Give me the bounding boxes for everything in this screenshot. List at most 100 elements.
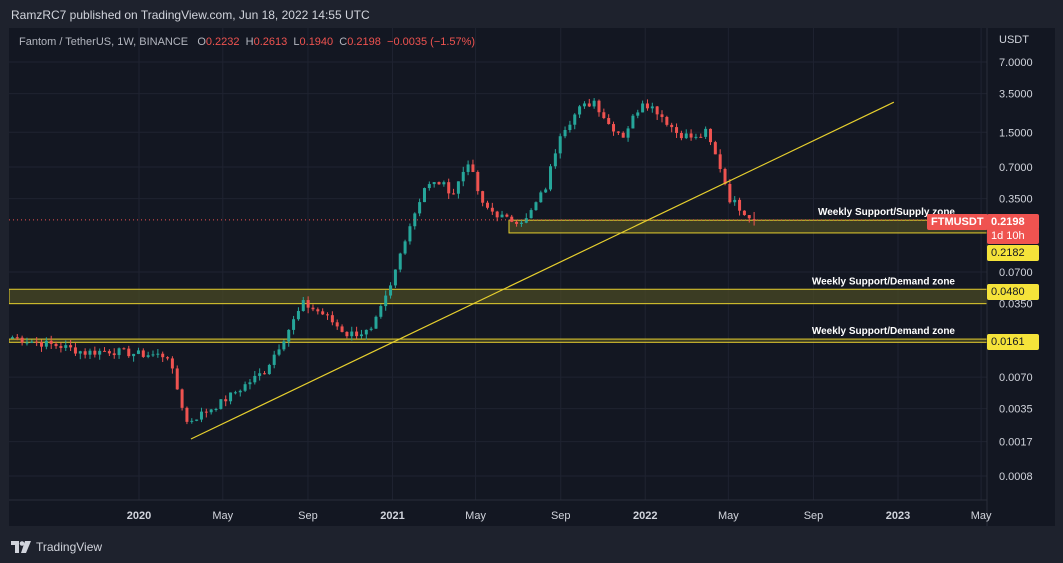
candle-body	[88, 350, 92, 355]
candle-body	[612, 124, 616, 132]
candle-body	[592, 100, 596, 107]
candle-body	[170, 358, 174, 369]
time-tick-label: May	[718, 510, 739, 522]
candle-body	[287, 329, 291, 342]
legend-open-label: O	[197, 36, 206, 48]
publisher-line: RamzRC7 published on TradingView.com, Ju…	[11, 8, 370, 22]
candle-body	[389, 285, 393, 296]
candle-body	[359, 334, 363, 337]
candle-body	[713, 142, 717, 155]
candle-body	[524, 218, 528, 223]
candle-body	[185, 407, 189, 422]
candle-body	[112, 353, 116, 356]
grid-lines	[9, 28, 987, 500]
chart-pane[interactable]	[9, 28, 1055, 526]
price-tick-label: 0.0008	[999, 471, 1033, 483]
candle-body	[670, 124, 674, 128]
candle-body	[694, 136, 698, 138]
candle-body	[704, 128, 708, 137]
candle-body	[495, 211, 499, 218]
trendline-layer	[190, 101, 895, 440]
candle-body	[141, 350, 145, 357]
candle-body	[742, 210, 746, 216]
candlestick-chart[interactable]: Weekly Support/Supply zone Weekly Support…	[9, 28, 1055, 526]
candle-body	[117, 348, 121, 356]
price-tick-label: 7.0000	[999, 57, 1033, 69]
tradingview-logo[interactable]: TradingView	[11, 540, 102, 554]
price-tick-label: 0.0700	[999, 267, 1033, 279]
candle-body	[679, 132, 683, 139]
candle-body	[655, 106, 659, 115]
candle-body	[510, 216, 514, 222]
candle-body	[350, 331, 354, 337]
candle-body	[398, 253, 402, 270]
candle-body	[607, 118, 611, 125]
candle-body	[689, 133, 693, 138]
candle-body	[461, 171, 465, 182]
candle-body	[219, 399, 223, 409]
candle-body	[73, 347, 77, 354]
candle-body	[146, 355, 150, 357]
candle-body	[10, 337, 14, 339]
zone-box	[508, 219, 988, 234]
candle-body	[199, 411, 203, 420]
candle-body	[326, 314, 330, 316]
zone-annotation: Weekly Support/Demand zone	[812, 326, 956, 337]
time-tick-label: 2021	[380, 510, 404, 522]
candle-body	[69, 345, 73, 348]
candle-body	[127, 348, 131, 357]
zones-layer: Weekly Support/Supply zone Weekly Support…	[9, 207, 988, 343]
candle-body	[728, 183, 732, 203]
candle-body	[578, 106, 582, 115]
candle-body	[330, 315, 334, 323]
price-tick-label: 0.0350	[999, 299, 1033, 311]
candle-body	[432, 182, 436, 185]
candle-body	[195, 419, 199, 421]
candle-body	[311, 307, 315, 310]
candle-body	[321, 311, 325, 315]
candle-body	[733, 199, 737, 203]
time-tick-label: Sep	[804, 510, 824, 522]
candle-body	[83, 351, 87, 355]
zone3-level-tag: 0.0161	[987, 334, 1039, 350]
top-bar: RamzRC7 published on TradingView.com, Ju…	[0, 0, 1063, 28]
candle-body	[30, 341, 34, 343]
candle-body	[78, 351, 82, 354]
candle-body	[553, 153, 557, 167]
candle-body	[413, 213, 417, 227]
candle-body	[529, 210, 533, 219]
candle-body	[631, 115, 635, 129]
trendline	[190, 101, 895, 440]
legend-low-label: L	[293, 36, 300, 48]
candle-body	[699, 136, 703, 138]
candle-body	[316, 309, 320, 312]
candle-body	[166, 357, 170, 359]
candle-body	[258, 373, 262, 376]
candle-body	[708, 128, 712, 143]
candle-body	[374, 316, 378, 329]
price-tick-label: 3.5000	[999, 89, 1033, 101]
zone-annotation: Weekly Support/Supply zone	[818, 207, 955, 218]
time-tick-label: 2023	[886, 510, 910, 522]
candle-body	[403, 241, 407, 254]
candle-body	[379, 306, 383, 317]
footer-bar	[0, 526, 1063, 563]
candle-body	[136, 350, 140, 354]
candle-body	[476, 171, 480, 192]
candle-body	[408, 226, 412, 242]
price-tick-label: 0.0070	[999, 372, 1033, 384]
candle-body	[456, 181, 460, 194]
legend-close-value: 0.2198	[347, 36, 381, 48]
candle-body	[650, 106, 654, 109]
candle-body	[272, 354, 276, 365]
candle-body	[558, 136, 562, 154]
candle-body	[364, 329, 368, 335]
candle-body	[214, 408, 218, 410]
candle-body	[563, 130, 567, 137]
candle-body	[132, 353, 136, 357]
legend-low-value: 0.1940	[299, 36, 334, 48]
candle-body	[233, 392, 237, 394]
candle-body	[393, 269, 397, 286]
candle-body	[437, 182, 441, 185]
symbol-legend: Fantom / TetherUS, 1W, BINANCE O0.2232 H…	[19, 36, 475, 48]
